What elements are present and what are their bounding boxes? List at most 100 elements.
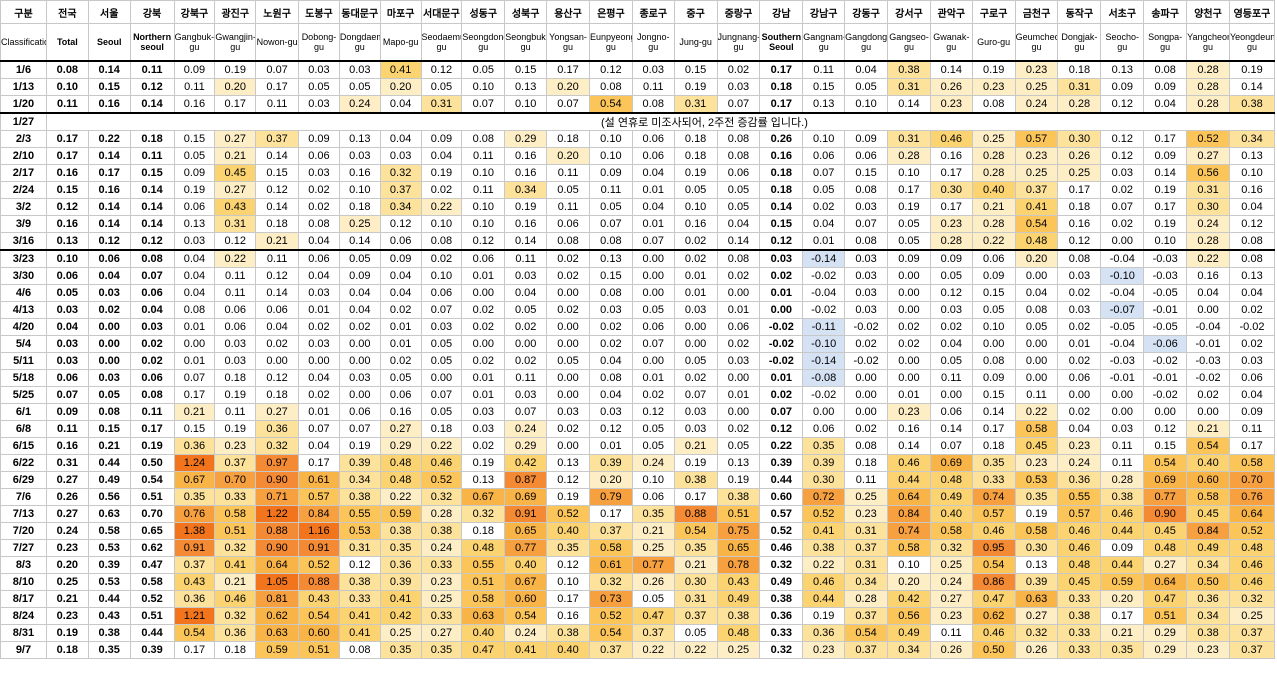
value-cell: 0.05	[173, 147, 216, 165]
value-cell: 0.11	[546, 164, 590, 182]
value-cell: -0.01	[1100, 369, 1145, 387]
date-cell: 5/4	[0, 335, 47, 353]
value-cell: 0.06	[379, 232, 422, 251]
value-cell: 0.12	[1100, 95, 1145, 114]
value-cell: 0.11	[504, 369, 548, 387]
value-cell: 0.45	[1057, 573, 1102, 591]
value-cell: 0.00	[1186, 403, 1230, 421]
value-cell: 0.10	[802, 130, 846, 148]
column-header-ko: 금천구	[1014, 0, 1059, 24]
value-cell: 0.05	[338, 249, 381, 268]
value-cell: 0.01	[1057, 335, 1102, 353]
value-cell: 0.29	[504, 437, 548, 455]
value-cell: 0.12	[255, 181, 300, 199]
value-cell: 0.00	[255, 352, 300, 370]
value-cell: 0.02	[673, 369, 718, 387]
column-header-en: Dongjak-gu	[1057, 23, 1102, 62]
table-row: 7/13 0.27 0.63 0.70 0.76 0.58 1.22 0.84 0.55 0.59…	[0, 505, 1276, 523]
value-cell: 0.04	[716, 215, 761, 233]
column-header-en: Gangbuk-gu	[173, 23, 216, 62]
value-cell: 0.11	[45, 420, 89, 438]
value-cell: 0.15	[45, 181, 89, 199]
column-header-ko: 영등포구	[1228, 0, 1276, 24]
value-cell: 0.46	[1057, 522, 1102, 540]
value-cell: 0.03	[1100, 420, 1145, 438]
value-cell: 0.01	[887, 386, 931, 404]
value-cell: 0.05	[716, 437, 761, 455]
value-cell: 0.35	[802, 437, 846, 455]
value-cell: 0.09	[173, 60, 216, 79]
value-cell: 0.62	[255, 607, 300, 625]
value-cell: 0.17	[929, 164, 973, 182]
value-cell: 0.69	[929, 454, 973, 472]
value-cell: 0.05	[844, 78, 889, 96]
value-cell: 0.17	[255, 78, 300, 96]
value-cell: 0.02	[338, 318, 381, 336]
date-cell: 6/8	[0, 420, 47, 438]
column-header-en: Gangnam-gu	[802, 23, 846, 62]
value-cell: 0.14	[255, 284, 300, 302]
value-cell: 0.38	[420, 522, 463, 540]
value-cell: 0.06	[631, 147, 675, 165]
value-cell: 0.10	[338, 181, 381, 199]
value-cell: 0.38	[1228, 95, 1276, 114]
value-cell: 0.08	[1014, 301, 1059, 319]
value-cell: 0.52	[588, 607, 633, 625]
value-cell: -0.02	[1143, 352, 1188, 370]
value-cell: 0.07	[420, 301, 463, 319]
value-cell: 0.33	[1057, 590, 1102, 608]
value-cell: 0.03	[379, 147, 422, 165]
value-cell: 0.15	[802, 78, 846, 96]
value-cell: 0.28	[1100, 471, 1145, 489]
value-cell: 0.22	[759, 437, 804, 455]
date-cell: 6/29	[0, 471, 47, 489]
value-cell: 0.18	[759, 181, 804, 199]
value-cell: 0.04	[298, 232, 340, 251]
value-cell: 0.22	[673, 641, 718, 659]
table-row: 2/10 0.17 0.14 0.11 0.05 0.21 0.14 0.06 0.03 0.03…	[0, 147, 1276, 165]
value-cell: -0.10	[1100, 267, 1145, 285]
value-cell: 0.02	[1100, 181, 1145, 199]
value-cell: 0.39	[759, 454, 804, 472]
value-cell: 0.10	[420, 215, 463, 233]
value-cell: 0.40	[546, 641, 590, 659]
value-cell: 0.40	[929, 505, 973, 523]
value-cell: 0.61	[298, 471, 340, 489]
value-cell: 0.04	[298, 267, 340, 285]
value-cell: 0.23	[214, 437, 257, 455]
value-cell: 0.07	[420, 386, 463, 404]
value-cell: -0.02	[1186, 369, 1230, 387]
value-cell: 0.57	[759, 505, 804, 523]
value-cell: -0.08	[802, 369, 846, 387]
value-cell: 0.31	[45, 454, 89, 472]
value-cell: 0.03	[214, 352, 257, 370]
value-cell: 0.18	[546, 130, 590, 148]
value-cell: 0.88	[255, 522, 300, 540]
value-cell: 0.05	[461, 60, 506, 79]
column-header-ko: 도봉구	[298, 0, 340, 24]
value-cell: 0.18	[129, 130, 175, 148]
value-cell: 0.43	[214, 198, 257, 216]
value-cell: 0.05	[45, 284, 89, 302]
value-cell: 0.25	[631, 539, 675, 557]
value-cell: 0.24	[45, 522, 89, 540]
value-cell: 0.58	[1014, 522, 1059, 540]
value-cell: 0.02	[298, 318, 340, 336]
value-cell: 0.54	[1014, 215, 1059, 233]
table-row: 2/17 0.16 0.17 0.15 0.09 0.45 0.15 0.03 0.16 0.32…	[0, 164, 1276, 182]
value-cell: 0.06	[631, 488, 675, 506]
value-cell: 0.24	[338, 95, 381, 114]
value-cell: 0.02	[461, 301, 506, 319]
value-cell: 0.18	[420, 420, 463, 438]
column-header-ko: 동작구	[1057, 0, 1102, 24]
value-cell: 0.05	[379, 369, 422, 387]
date-cell: 5/11	[0, 352, 47, 370]
value-cell: 0.53	[338, 522, 381, 540]
value-cell: 0.23	[420, 573, 463, 591]
value-cell: 0.46	[971, 624, 1016, 642]
column-header-ko: 성동구	[461, 0, 506, 24]
value-cell: 0.07	[631, 335, 675, 353]
value-cell: 0.58	[87, 522, 131, 540]
value-cell: 0.03	[673, 403, 718, 421]
